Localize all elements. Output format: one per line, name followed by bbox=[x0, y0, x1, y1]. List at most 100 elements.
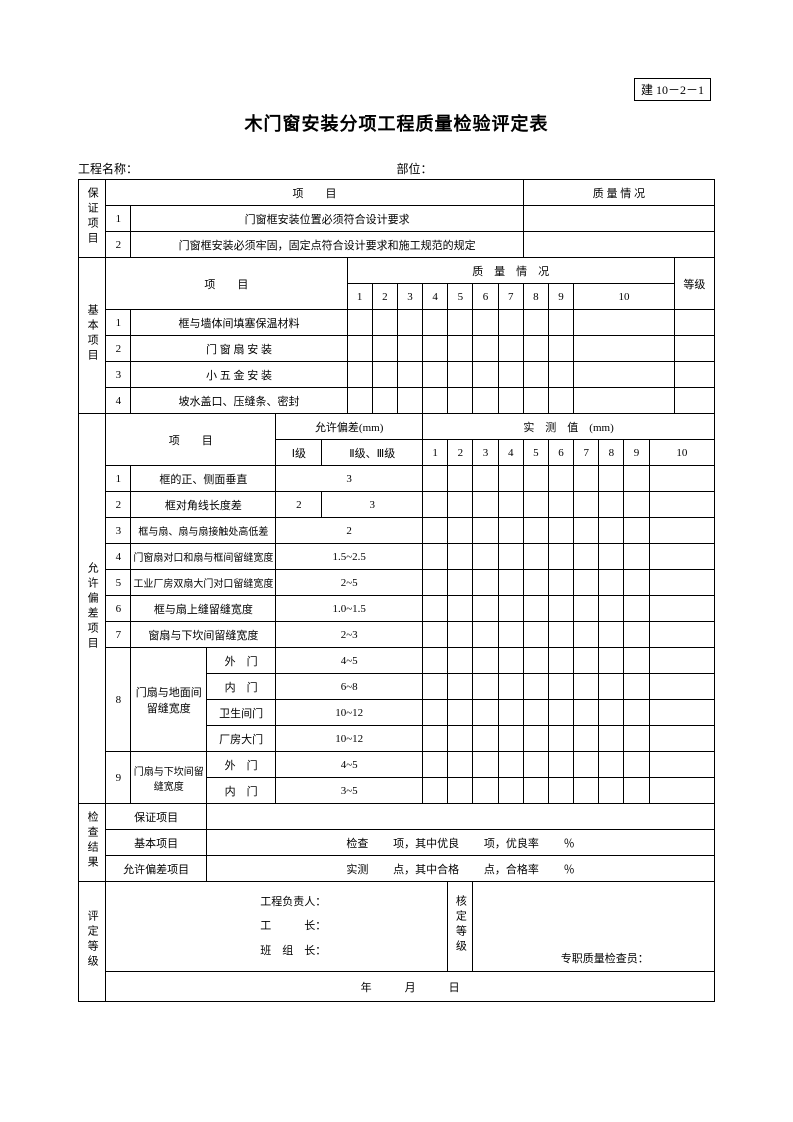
cell[interactable] bbox=[372, 388, 397, 414]
cell[interactable] bbox=[574, 466, 599, 492]
cell[interactable] bbox=[599, 466, 624, 492]
cell[interactable] bbox=[523, 336, 548, 362]
cell[interactable] bbox=[397, 336, 422, 362]
cell[interactable] bbox=[574, 518, 599, 544]
cell[interactable] bbox=[448, 752, 473, 778]
cell[interactable] bbox=[473, 518, 498, 544]
cell[interactable] bbox=[548, 518, 573, 544]
cell[interactable] bbox=[574, 336, 675, 362]
cell[interactable] bbox=[574, 674, 599, 700]
cell[interactable] bbox=[423, 674, 448, 700]
cell[interactable] bbox=[523, 648, 548, 674]
cell[interactable] bbox=[599, 544, 624, 570]
cell[interactable] bbox=[448, 622, 473, 648]
cell[interactable] bbox=[674, 310, 714, 336]
cell[interactable] bbox=[624, 778, 649, 804]
cell[interactable] bbox=[548, 596, 573, 622]
cell[interactable] bbox=[473, 778, 498, 804]
cell[interactable] bbox=[498, 362, 523, 388]
cell[interactable] bbox=[448, 544, 473, 570]
s5-date[interactable]: 年 月 日 bbox=[106, 972, 715, 1002]
cell[interactable] bbox=[599, 622, 624, 648]
cell[interactable] bbox=[473, 570, 498, 596]
cell[interactable] bbox=[372, 310, 397, 336]
cell[interactable] bbox=[347, 310, 372, 336]
cell[interactable] bbox=[397, 388, 422, 414]
cell[interactable] bbox=[624, 752, 649, 778]
cell[interactable] bbox=[649, 622, 714, 648]
cell[interactable] bbox=[574, 362, 675, 388]
cell[interactable] bbox=[523, 674, 548, 700]
cell[interactable] bbox=[423, 752, 448, 778]
cell[interactable] bbox=[649, 752, 714, 778]
cell[interactable] bbox=[548, 648, 573, 674]
cell[interactable] bbox=[599, 648, 624, 674]
cell[interactable] bbox=[523, 466, 548, 492]
cell[interactable] bbox=[473, 492, 498, 518]
cell[interactable] bbox=[423, 622, 448, 648]
cell[interactable] bbox=[624, 700, 649, 726]
cell[interactable] bbox=[649, 726, 714, 752]
cell[interactable] bbox=[372, 336, 397, 362]
cell[interactable] bbox=[523, 700, 548, 726]
cell[interactable] bbox=[574, 700, 599, 726]
cell[interactable] bbox=[448, 388, 473, 414]
cell[interactable] bbox=[372, 362, 397, 388]
s5-right[interactable]: 专职质量检查员： bbox=[473, 882, 715, 972]
cell[interactable] bbox=[448, 518, 473, 544]
cell[interactable] bbox=[498, 700, 523, 726]
cell[interactable] bbox=[548, 674, 573, 700]
cell[interactable] bbox=[498, 570, 523, 596]
cell[interactable] bbox=[423, 570, 448, 596]
cell[interactable] bbox=[448, 310, 473, 336]
cell[interactable] bbox=[649, 700, 714, 726]
cell[interactable] bbox=[347, 388, 372, 414]
cell[interactable] bbox=[448, 726, 473, 752]
cell[interactable] bbox=[574, 570, 599, 596]
cell[interactable] bbox=[473, 544, 498, 570]
cell[interactable] bbox=[548, 726, 573, 752]
s4-r2-line[interactable]: 检查 项，其中优良 项，优良率 ％ bbox=[207, 830, 715, 856]
cell[interactable] bbox=[473, 362, 498, 388]
cell[interactable] bbox=[523, 544, 548, 570]
cell[interactable] bbox=[448, 336, 473, 362]
cell[interactable] bbox=[624, 544, 649, 570]
cell[interactable] bbox=[523, 310, 548, 336]
cell[interactable] bbox=[649, 570, 714, 596]
cell[interactable] bbox=[423, 466, 448, 492]
cell[interactable] bbox=[624, 674, 649, 700]
cell[interactable] bbox=[674, 362, 714, 388]
cell[interactable] bbox=[624, 570, 649, 596]
cell[interactable] bbox=[498, 466, 523, 492]
cell[interactable] bbox=[473, 752, 498, 778]
cell[interactable] bbox=[498, 752, 523, 778]
cell[interactable] bbox=[548, 752, 573, 778]
cell[interactable] bbox=[624, 518, 649, 544]
cell[interactable] bbox=[397, 362, 422, 388]
cell[interactable] bbox=[548, 466, 573, 492]
cell[interactable] bbox=[423, 310, 448, 336]
cell[interactable] bbox=[574, 752, 599, 778]
cell[interactable] bbox=[498, 674, 523, 700]
cell[interactable] bbox=[423, 726, 448, 752]
cell[interactable] bbox=[347, 336, 372, 362]
s4-r1-val[interactable] bbox=[207, 804, 715, 830]
cell[interactable] bbox=[397, 310, 422, 336]
cell[interactable] bbox=[624, 726, 649, 752]
cell[interactable] bbox=[423, 544, 448, 570]
cell[interactable] bbox=[649, 544, 714, 570]
cell[interactable] bbox=[498, 492, 523, 518]
cell[interactable] bbox=[473, 648, 498, 674]
cell[interactable] bbox=[649, 674, 714, 700]
cell[interactable] bbox=[473, 700, 498, 726]
cell[interactable] bbox=[523, 596, 548, 622]
cell[interactable] bbox=[498, 388, 523, 414]
cell[interactable] bbox=[498, 518, 523, 544]
cell[interactable] bbox=[448, 778, 473, 804]
cell[interactable] bbox=[423, 596, 448, 622]
cell[interactable] bbox=[599, 570, 624, 596]
s5-left[interactable]: 工程负责人： 工 长： 班 组 长： bbox=[106, 882, 448, 972]
cell[interactable] bbox=[448, 362, 473, 388]
cell[interactable] bbox=[574, 596, 599, 622]
cell[interactable] bbox=[498, 596, 523, 622]
